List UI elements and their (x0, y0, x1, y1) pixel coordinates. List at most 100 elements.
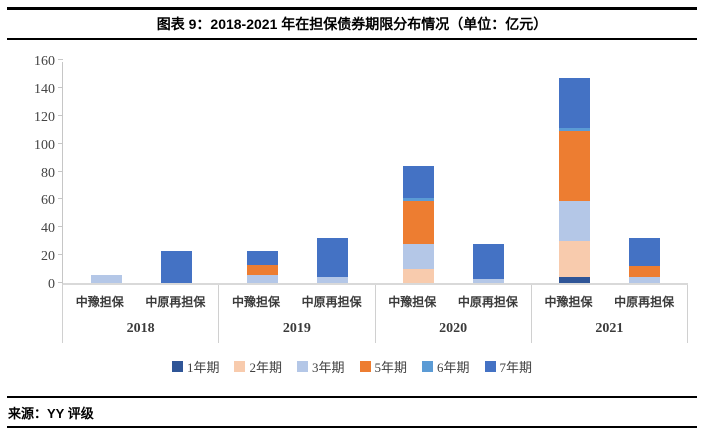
title-divider (7, 38, 697, 40)
y-tick-label: 140 (34, 81, 55, 97)
bar-segment-7年期 (629, 238, 661, 267)
y-tick-mark (58, 114, 63, 116)
year-label: 2021 (595, 321, 624, 336)
source-label: 来源：YY 评级 (8, 405, 94, 421)
chart-bottom-divider (7, 396, 697, 398)
legend-label: 1年期 (186, 360, 220, 375)
x-group-2021: 中豫担保 中原再担保 2021 (532, 285, 688, 343)
legend-label: 5年期 (374, 360, 408, 375)
legend-swatch-icon (359, 361, 371, 372)
legend-swatch-icon (422, 361, 434, 372)
stacked-bar-2019-中原再担保 (316, 238, 348, 283)
bar-segment-3年期 (403, 244, 435, 270)
bar-segment-3年期 (316, 277, 348, 283)
y-tick-mark (58, 170, 63, 172)
y-axis: 0 20 40 60 80 100 120 140 160 (10, 54, 62, 292)
guarantor-labels: 中豫担保 中原再担保 (532, 285, 687, 310)
legend-item-1年期: 1年期 (171, 357, 220, 376)
bottom-divider (7, 426, 697, 428)
legend-item-7年期: 7年期 (484, 357, 533, 376)
x-group-2018: 中豫担保 中原再担保 2018 (63, 285, 220, 343)
y-tick-mark (58, 59, 63, 60)
legend-swatch-icon (234, 361, 246, 372)
y-tick-mark (58, 142, 63, 144)
bar-segment-5年期 (629, 266, 661, 278)
bar-segment-6年期 (559, 128, 591, 132)
legend-swatch-icon (171, 361, 183, 372)
y-tick-label: 0 (48, 277, 55, 292)
guarantor-labels: 中豫担保 中原再担保 (219, 285, 374, 310)
chart-section: 0 20 40 60 80 100 120 140 160 中豫担保 中原再担保 2018 中豫担保中… (0, 40, 704, 396)
year-label: 2018 (126, 321, 155, 336)
stacked-bar-2019-中豫担保 (246, 250, 278, 283)
bar-segment-3年期 (246, 274, 278, 283)
x-group-2019: 中豫担保 中原再担保 2019 (219, 285, 376, 343)
bar-group-2021 (532, 62, 688, 283)
bar-segment-3年期 (629, 277, 661, 283)
bar-segment-6年期 (403, 198, 435, 201)
plot-area (58, 59, 688, 285)
stacked-bar-chart: 0 20 40 60 80 100 120 140 160 中豫担保 中原再担保 2018 中豫担保中… (0, 54, 704, 343)
year-label: 2019 (282, 321, 311, 336)
guarantor-labels: 中豫担保 中原再担保 (376, 285, 531, 310)
y-tick-label: 80 (41, 165, 55, 181)
stacked-bar-2018-中原再担保 (160, 250, 192, 283)
bar-segment-7年期 (473, 244, 505, 279)
y-tick-mark (58, 226, 63, 228)
stacked-bar-2021-中原再担保 (629, 238, 661, 283)
guarantor-labels: 中豫担保 中原再担保 (63, 285, 218, 310)
bar-segment-3年期 (559, 200, 591, 242)
y-tick-label: 60 (41, 193, 55, 209)
legend-label: 7年期 (499, 360, 533, 375)
figure-title: 图表 9：2018-2021 年在担保债券期限分布情况（单位：亿元） (156, 16, 548, 32)
plot-wrap: 中豫担保 中原再担保 2018 中豫担保 中原再担保 2019 中豫担保 中原再担保 2020 中… (58, 59, 688, 343)
category-label: 中原再担保 (457, 295, 518, 309)
bar-group-2018 (63, 62, 219, 283)
category-label: 中原再担保 (145, 295, 206, 309)
bar-segment-7年期 (246, 250, 278, 265)
category-label: 中原再担保 (301, 295, 362, 309)
x-group-2020: 中豫担保 中原再担保 2020 (376, 285, 532, 343)
figure-title-bar: 图表 9：2018-2021 年在担保债券期限分布情况（单位：亿元） (0, 10, 704, 38)
stacked-bar-2020-中豫担保 (403, 165, 435, 283)
y-tick-label: 100 (34, 137, 55, 153)
bar-segment-3年期 (90, 274, 122, 283)
category-label: 中豫担保 (388, 295, 437, 309)
y-tick-label: 160 (34, 54, 55, 69)
stacked-bar-2020-中原再担保 (473, 244, 505, 283)
bar-segment-7年期 (403, 165, 435, 199)
y-tick-label: 20 (41, 249, 55, 265)
bar-segment-2年期 (403, 269, 435, 283)
y-tick-mark (58, 282, 63, 283)
stacked-bar-2018-中豫担保 (90, 274, 122, 283)
bar-segment-2年期 (559, 241, 591, 278)
y-tick-mark (58, 198, 63, 200)
bar-group-2020 (376, 62, 532, 283)
bar-segment-5年期 (246, 264, 278, 275)
legend-item-6年期: 6年期 (422, 357, 470, 376)
category-label: 中豫担保 (232, 295, 281, 309)
legend-label: 6年期 (437, 360, 470, 375)
bar-segment-3年期 (473, 278, 505, 283)
category-label: 中豫担保 (544, 295, 593, 309)
source-row: 来源：YY 评级 (0, 398, 704, 426)
bar-group-2019 (219, 62, 375, 283)
top-divider (7, 7, 697, 10)
bar-segment-7年期 (316, 238, 348, 278)
legend-label: 2年期 (249, 360, 282, 375)
category-label: 中豫担保 (75, 295, 124, 309)
legend: 1年期 2年期 3年期 5年期 6年期 7年期 (0, 357, 704, 376)
x-axis-labels: 中豫担保 中原再担保 2018 中豫担保 中原再担保 2019 中豫担保 中原再担保 2020 中… (62, 285, 688, 343)
bar-segment-7年期 (559, 78, 591, 129)
legend-item-3年期: 3年期 (296, 357, 345, 376)
stacked-bar-2021-中豫担保 (559, 78, 591, 283)
bar-segment-5年期 (559, 131, 591, 201)
y-tick-label: 40 (41, 221, 55, 237)
y-tick-mark (58, 254, 63, 256)
legend-item-5年期: 5年期 (359, 357, 408, 376)
year-label: 2020 (439, 321, 468, 336)
legend-label: 3年期 (311, 360, 345, 375)
bar-segment-7年期 (160, 250, 192, 283)
legend-swatch-icon (296, 361, 308, 372)
